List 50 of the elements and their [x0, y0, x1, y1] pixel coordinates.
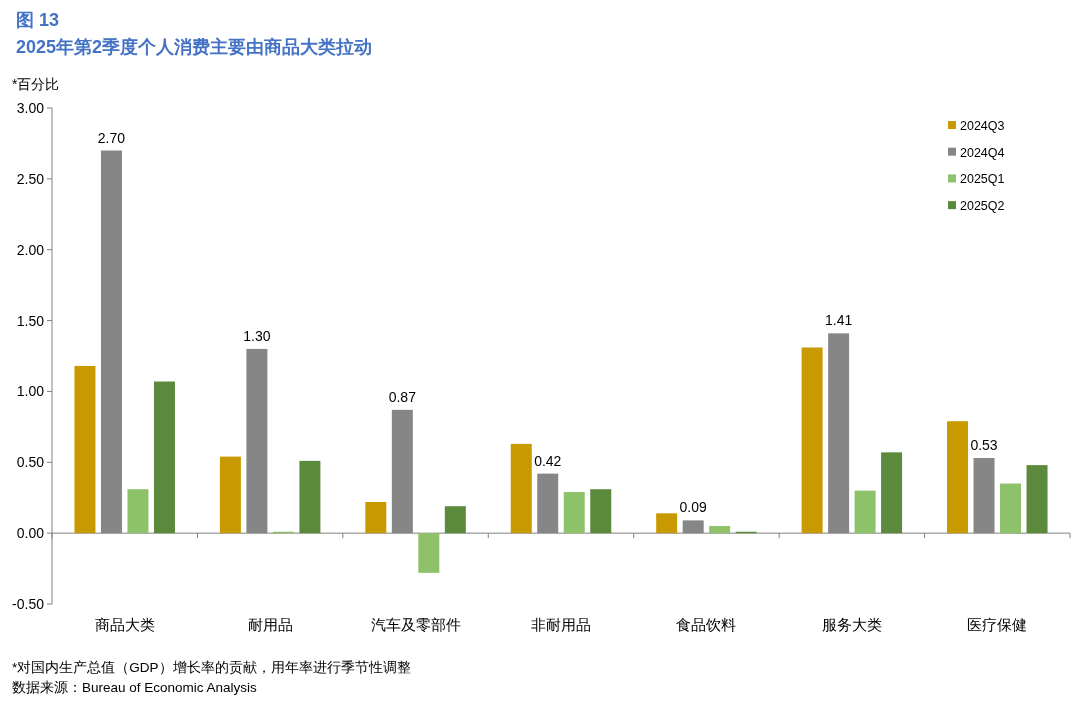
y-tick-label: 2.00: [16, 241, 45, 258]
bar: [881, 452, 903, 534]
bar: [854, 490, 876, 534]
y-tick-label: 1.00: [16, 383, 45, 400]
chart-subtitle: 2025年第2季度个人消费主要由商品大类拉动: [16, 37, 373, 57]
bar: [709, 526, 731, 534]
x-tick-label: 汽车及零部件: [370, 616, 461, 633]
data-label: 1.41: [824, 312, 853, 329]
bar: [153, 381, 175, 534]
text: *对国内生产总值（GDP）增长率的贡献，用年率进行季节性调整: [12, 660, 411, 675]
source-note: 数据来源：Bureau of Economic Analysis: [12, 680, 258, 695]
data-label: 0.53: [970, 437, 998, 454]
legend-label: 2025Q1: [960, 172, 1005, 187]
y-tick-label: -0.50: [12, 596, 45, 612]
x-tick-label: 服务大类: [821, 616, 882, 633]
bar: [947, 421, 969, 534]
x-tick-label: 非耐用品: [531, 616, 591, 633]
bar: [219, 456, 241, 534]
bar: [510, 443, 532, 534]
x-tick-label: 食品饮料: [676, 616, 737, 633]
bar: [656, 513, 678, 534]
bar: [801, 347, 823, 534]
bar: [127, 489, 149, 534]
data-label: 1.30: [243, 327, 271, 344]
y-axis-title: *百分比: [12, 76, 60, 92]
chart-title: 图 13: [16, 10, 60, 30]
bar: [1000, 483, 1022, 534]
y-tick-label: 2.50: [16, 170, 45, 187]
bar: [563, 492, 585, 534]
bar: [1026, 465, 1048, 534]
legend-label: 2024Q4: [960, 145, 1005, 160]
y-tick-label: 0.50: [16, 454, 45, 471]
x-tick-label: 商品大类: [94, 616, 155, 633]
bar: [418, 533, 440, 573]
bar: [365, 501, 387, 534]
y-tick-label: 1.50: [16, 312, 45, 329]
bar: [444, 506, 466, 534]
data-label: 0.87: [388, 388, 417, 405]
data-label: 2.70: [97, 129, 126, 146]
legend-label: 2024Q3: [960, 119, 1005, 133]
bar: [74, 365, 96, 534]
data-label: 0.42: [534, 452, 562, 469]
legend-label: 2025Q2: [960, 199, 1005, 214]
bar: [590, 489, 612, 534]
data-label: 0.09: [679, 499, 708, 516]
y-tick-label: 0.00: [16, 525, 45, 542]
x-tick-label: 医疗保健: [967, 616, 1028, 633]
y-tick-label: 3.00: [16, 100, 45, 116]
bar: [299, 460, 321, 534]
x-tick-label: 耐用品: [247, 616, 293, 633]
